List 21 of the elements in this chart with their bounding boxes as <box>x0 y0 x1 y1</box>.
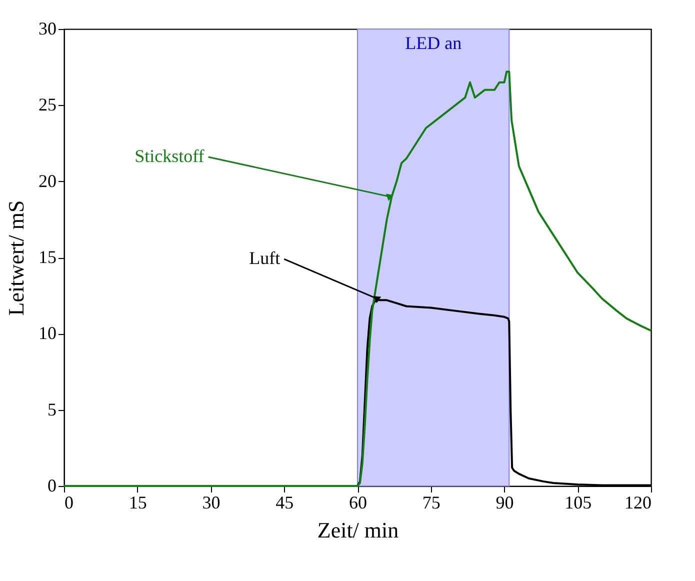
y-tick-label: 5 <box>48 399 56 420</box>
x-tick-label: 75 <box>422 492 440 512</box>
x-tick-label: 90 <box>496 492 514 512</box>
y-tick-label: 10 <box>38 323 56 344</box>
y-tick-label: 30 <box>38 18 56 38</box>
y-tick-label: 0 <box>48 476 56 496</box>
band-label: LED an <box>405 33 462 53</box>
y-tick-label: 25 <box>38 94 56 115</box>
annotation: Luft <box>249 248 280 268</box>
x-axis-title: Zeit/ min <box>317 518 399 542</box>
y-tick-label: 15 <box>38 247 56 267</box>
y-axis-title: Leitwert/ mS <box>4 200 28 316</box>
x-tick-label: 0 <box>64 492 74 512</box>
x-tick-label: 45 <box>276 492 294 512</box>
annotation: Stickstoff <box>134 146 204 166</box>
x-tick-label: 120 <box>624 492 652 512</box>
x-tick-label: 105 <box>564 492 592 512</box>
y-tick-label: 20 <box>38 170 56 191</box>
x-tick-label: 60 <box>349 492 367 512</box>
x-tick-label: 15 <box>128 492 147 512</box>
x-tick-label: 30 <box>202 492 220 512</box>
